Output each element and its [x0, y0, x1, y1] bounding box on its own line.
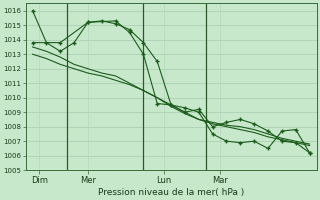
X-axis label: Pression niveau de la mer( hPa ): Pression niveau de la mer( hPa ) — [98, 188, 244, 197]
